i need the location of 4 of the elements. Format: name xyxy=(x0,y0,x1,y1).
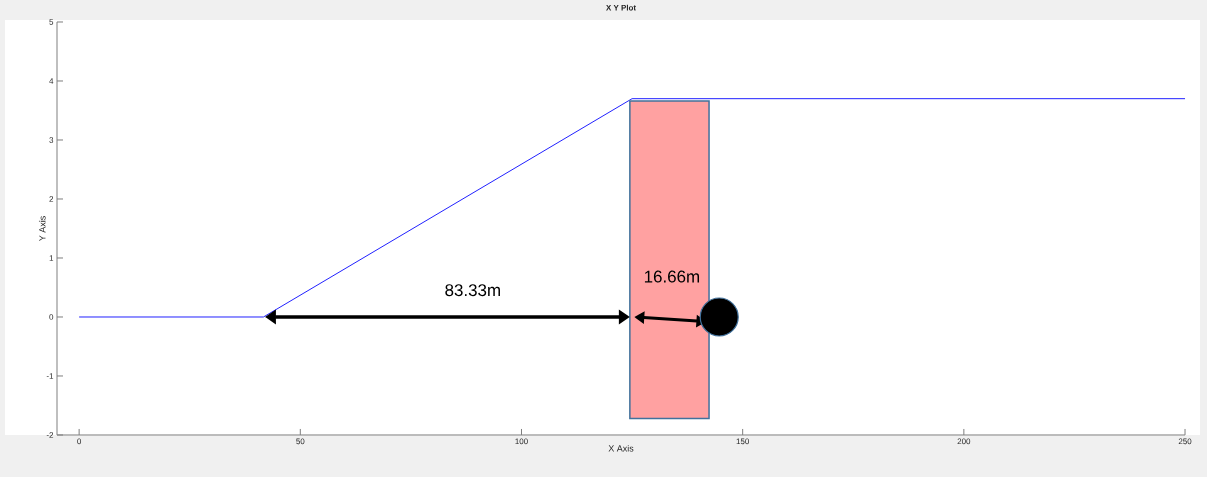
annotation: 83.33m xyxy=(445,284,500,297)
x-axis-title: X Axis xyxy=(608,444,634,452)
annotation: 16.66m xyxy=(644,270,700,283)
y-axis-title: Y Axis xyxy=(38,216,46,241)
